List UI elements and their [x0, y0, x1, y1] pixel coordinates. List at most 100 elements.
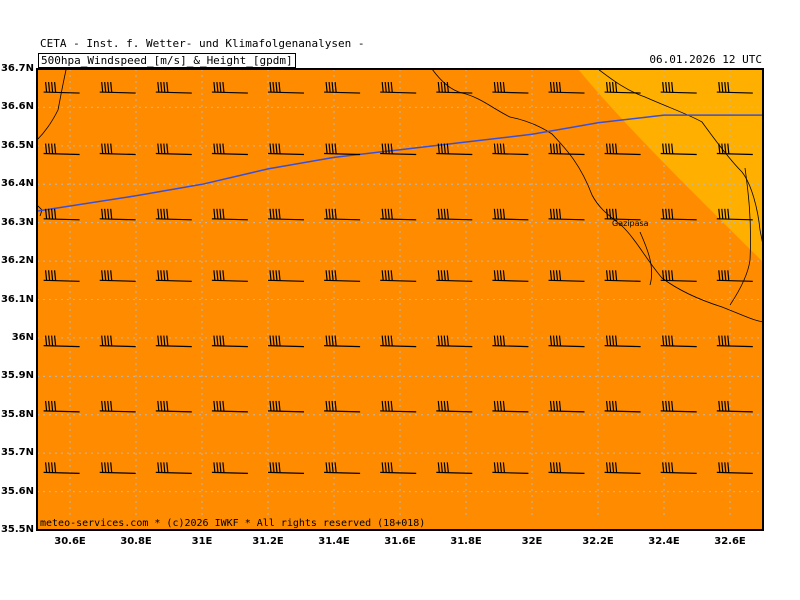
wind-barb [99, 335, 136, 348]
wind-barb [492, 208, 529, 221]
wind-barb [773, 144, 800, 155]
wind-barb [492, 462, 529, 474]
lon-tick-label: 32.2E [582, 536, 614, 547]
lon-tick-label: 32E [521, 536, 543, 547]
lat-tick-label: 36.7N [0, 63, 34, 74]
lat-tick-label: 36.5N [0, 139, 34, 151]
wind-barb [211, 462, 248, 474]
coastline [37, 69, 763, 323]
wind-barb [324, 462, 361, 474]
wind-barb [267, 270, 305, 282]
wind-barb [604, 270, 641, 282]
border-east [729, 167, 751, 306]
lat-tick-label: 36.3N [0, 216, 34, 228]
lon-tick-label: 31.4E [318, 536, 350, 547]
wind-barb [548, 143, 585, 156]
wind-barb [380, 143, 417, 156]
wind-barb [548, 335, 585, 348]
wind-barb [99, 462, 136, 474]
wind-barb [660, 462, 697, 474]
wind-barb [548, 462, 585, 474]
wind-barb [380, 462, 417, 474]
wind-barb [436, 81, 473, 94]
wind-barb [43, 270, 80, 282]
wind-barb [492, 400, 529, 413]
wind-barb [267, 208, 305, 221]
wind-barb [604, 462, 641, 474]
wind-field-lower-speed [578, 69, 763, 262]
wind-barb [211, 208, 248, 221]
wind-barb [716, 81, 753, 94]
wind-barb [324, 270, 361, 282]
wind-barb [43, 81, 80, 94]
lat-tick-label: 36.1N [0, 293, 34, 305]
copyright-footer: meteo-services.com * (c)2026 IWKF * All … [40, 518, 426, 529]
wind-barb [716, 462, 753, 474]
header-institute: CETA - Inst. f. Wetter- und Klimafolgena… [40, 37, 365, 50]
wind-barb [155, 270, 192, 282]
wind-barb [380, 81, 417, 94]
wind-barb [324, 400, 361, 413]
wind-barb [155, 400, 192, 413]
wind-barb [436, 270, 473, 282]
lon-tick-label: 31E [191, 536, 213, 547]
wind-barb [492, 81, 529, 94]
city-label-gazipasa: Gazipasa [612, 219, 649, 228]
wind-barb [436, 143, 473, 156]
wind-barb [211, 143, 248, 156]
wind-barb [99, 270, 136, 282]
wind-barb [155, 143, 192, 156]
wind-barb [43, 208, 80, 221]
wind-barb [773, 401, 800, 412]
wind-barb [99, 143, 136, 156]
wind-barb [604, 335, 641, 348]
lat-tick-label: 36.6N [0, 101, 34, 113]
wind-barb [436, 400, 473, 413]
wind-barb [660, 335, 697, 348]
wind-barb [492, 143, 529, 156]
wind-barb [436, 462, 473, 474]
wind-barb [436, 335, 473, 348]
lat-tick-label: 35.5N [0, 524, 34, 535]
wind-barb [660, 208, 697, 221]
wind-barb [716, 143, 753, 156]
wind-barb [267, 143, 305, 156]
wind-barb [716, 208, 753, 221]
lat-tick-label: 35.8N [0, 408, 34, 420]
wind-barb [773, 82, 800, 93]
lat-tick-label: 36.4N [0, 178, 34, 190]
wind-barb [99, 400, 136, 413]
wind-barb [155, 462, 192, 474]
wind-barb [155, 208, 192, 221]
wind-barb [380, 400, 417, 413]
wind-barb [43, 462, 80, 474]
wind-barb [773, 462, 800, 473]
lon-tick-label: 31.6E [384, 536, 416, 547]
lon-tick-label: 32.6E [714, 536, 746, 547]
wind-barb [324, 208, 361, 221]
valid-datetime: 06.01.2026 12 UTC [649, 53, 762, 66]
lat-tick-label: 35.9N [0, 370, 34, 382]
wind-barb [660, 81, 697, 94]
map-title: 500hpa_Windspeed_[m/s]_&_Height_[gpdm] [38, 53, 296, 68]
wind-barb [155, 81, 192, 94]
coastline-west-north [37, 69, 67, 141]
wind-barb [492, 335, 529, 348]
wind-barb [604, 208, 641, 221]
wind-barb [267, 81, 305, 94]
wind-barb [380, 270, 417, 282]
wind-barb [43, 143, 80, 156]
wind-barb [716, 335, 753, 348]
wind-barb [267, 462, 305, 474]
lon-tick-label: 32.4E [648, 536, 680, 547]
wind-barb [660, 143, 697, 156]
wind-barb [324, 335, 361, 348]
wind-barb [548, 81, 585, 94]
wind-barb [436, 208, 473, 221]
height-contour-line [37, 114, 763, 212]
wind-barb [155, 335, 192, 348]
wind-barb [548, 270, 585, 282]
footer-band [38, 517, 762, 529]
border-inland [639, 231, 653, 286]
